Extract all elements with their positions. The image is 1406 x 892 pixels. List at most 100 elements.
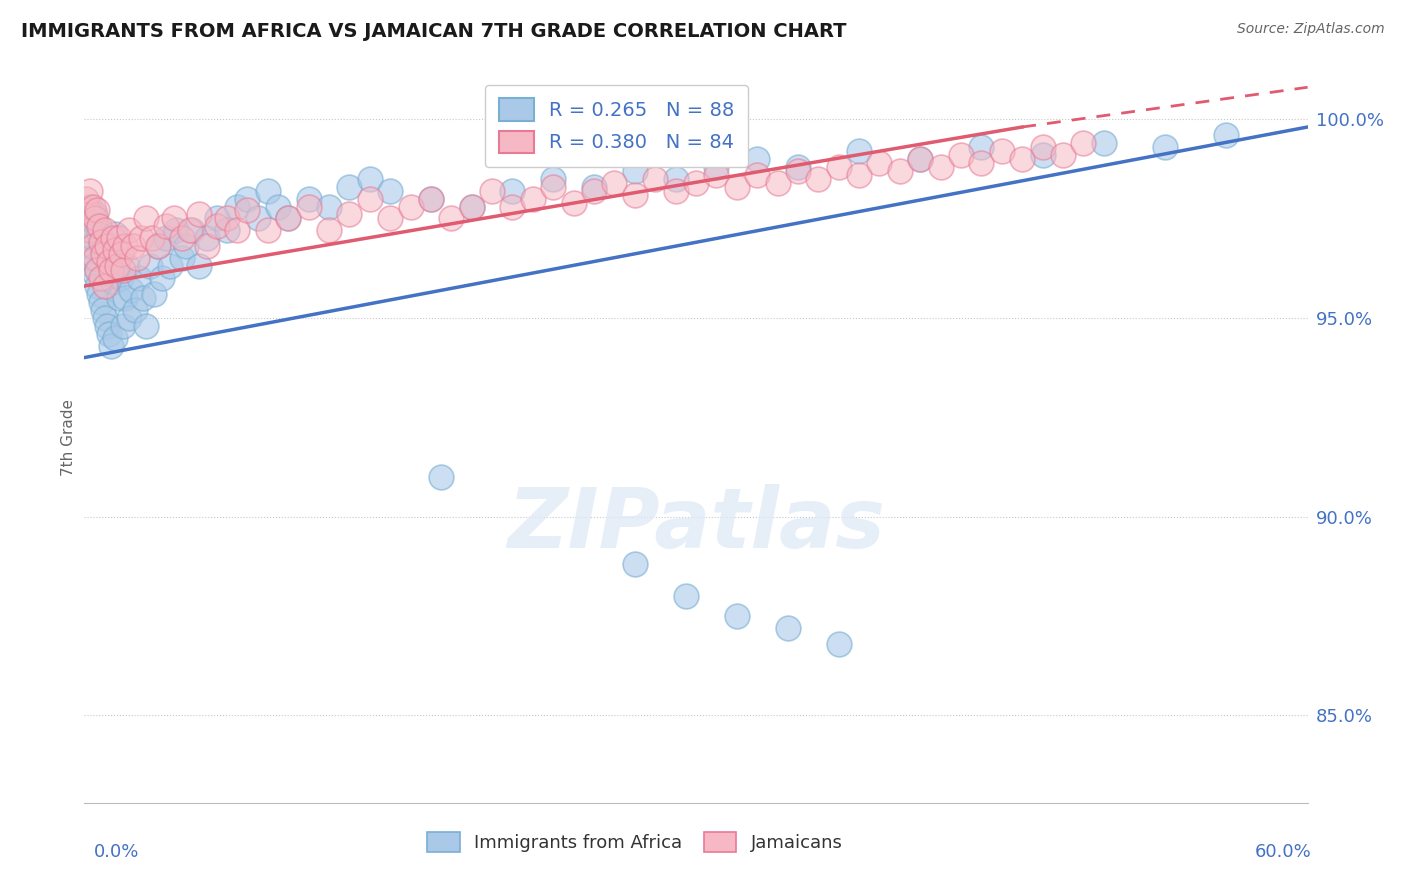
Point [79, 251, 101, 265]
Point [339, 207, 361, 221]
Point [104, 227, 127, 242]
Point [90, 294, 112, 309]
Point [685, 176, 707, 190]
Point [93, 310, 115, 325]
Point [135, 318, 157, 333]
Point [114, 239, 136, 253]
Point [236, 203, 259, 218]
Point [267, 200, 290, 214]
Point [118, 310, 141, 325]
Point [725, 609, 748, 624]
Point [82, 239, 104, 253]
Point [101, 231, 124, 245]
Point [776, 621, 799, 635]
Point [82, 231, 104, 245]
Point [217, 211, 239, 226]
Point [174, 239, 197, 253]
Point [624, 163, 647, 178]
Point [83, 251, 105, 265]
Point [1092, 136, 1115, 150]
Point [91, 302, 114, 317]
Y-axis label: 7th Grade: 7th Grade [60, 399, 76, 475]
Point [131, 231, 153, 245]
Point [195, 231, 218, 245]
Point [502, 200, 524, 214]
Point [399, 200, 422, 214]
Point [430, 470, 453, 484]
Point [75, 192, 97, 206]
Point [96, 318, 118, 333]
Point [929, 160, 952, 174]
Point [104, 331, 127, 345]
Point [79, 223, 101, 237]
Point [787, 163, 810, 178]
Point [155, 219, 177, 234]
Point [226, 200, 249, 214]
Point [90, 239, 112, 253]
Point [146, 239, 169, 253]
Point [910, 152, 932, 166]
Point [83, 207, 105, 221]
Point [91, 247, 114, 261]
Point [461, 200, 484, 214]
Point [93, 235, 115, 250]
Point [172, 231, 194, 245]
Point [90, 271, 112, 285]
Point [110, 271, 132, 285]
Point [277, 211, 299, 226]
Point [75, 211, 97, 226]
Point [910, 152, 932, 166]
Point [115, 259, 138, 273]
Point [562, 195, 585, 210]
Point [828, 160, 851, 174]
Point [359, 171, 381, 186]
Point [991, 144, 1014, 158]
Point [481, 184, 503, 198]
Point [100, 267, 122, 281]
Point [110, 247, 132, 261]
Point [226, 223, 249, 237]
Point [87, 227, 110, 242]
Point [807, 171, 830, 186]
Point [339, 179, 361, 194]
Point [127, 251, 149, 265]
Point [77, 239, 100, 253]
Point [277, 211, 299, 226]
Text: Source: ZipAtlas.com: Source: ZipAtlas.com [1237, 22, 1385, 37]
Point [217, 223, 239, 237]
Point [187, 207, 209, 221]
Point [675, 589, 697, 603]
Point [86, 279, 108, 293]
Point [706, 160, 728, 174]
Point [1154, 140, 1177, 154]
Point [257, 184, 280, 198]
Point [97, 255, 120, 269]
Point [114, 291, 136, 305]
Point [105, 259, 128, 273]
Point [146, 239, 169, 253]
Point [128, 271, 150, 285]
Point [869, 155, 891, 169]
Point [624, 558, 647, 572]
Point [522, 192, 544, 206]
Point [163, 211, 186, 226]
Point [108, 291, 131, 305]
Point [236, 192, 259, 206]
Point [105, 263, 128, 277]
Point [318, 223, 340, 237]
Point [165, 223, 187, 237]
Point [502, 184, 524, 198]
Point [787, 160, 810, 174]
Point [77, 203, 100, 218]
Point [380, 184, 402, 198]
Legend: Immigrants from Africa, Jamaicans: Immigrants from Africa, Jamaicans [420, 824, 849, 860]
Point [97, 326, 120, 341]
Point [138, 259, 160, 273]
Point [86, 203, 108, 218]
Point [1032, 140, 1054, 154]
Point [246, 211, 269, 226]
Point [1052, 148, 1074, 162]
Point [950, 148, 973, 162]
Point [706, 168, 728, 182]
Point [86, 219, 108, 234]
